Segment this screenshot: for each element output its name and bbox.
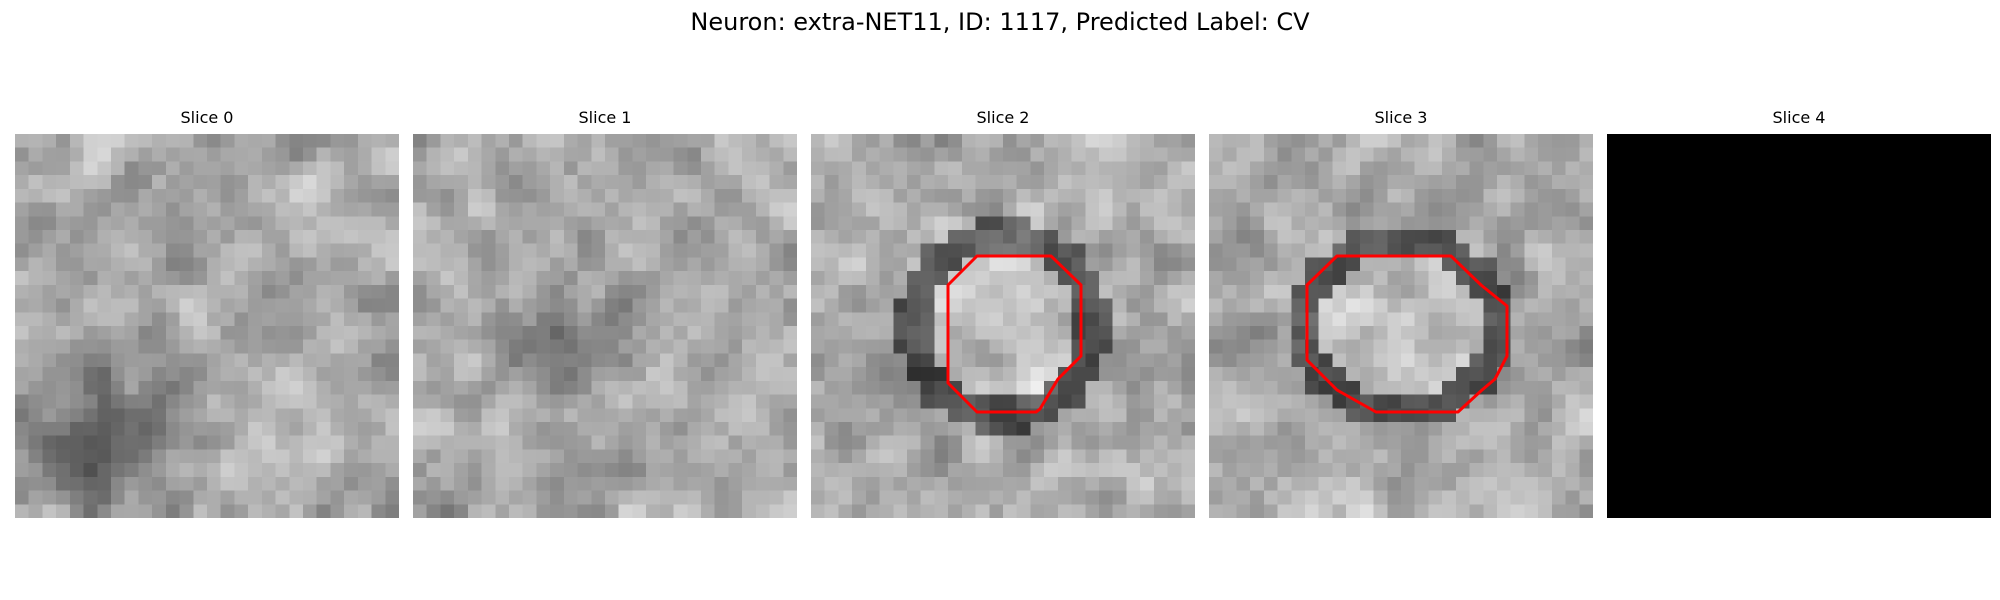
slice-panel-4: Slice 4 bbox=[1607, 108, 1991, 520]
slice-image-4 bbox=[1607, 134, 1991, 518]
slice-panel-0: Slice 0 bbox=[15, 108, 399, 520]
slice-title: Slice 3 bbox=[1374, 108, 1428, 127]
slice-image-0 bbox=[15, 134, 399, 518]
slice-image-3 bbox=[1209, 134, 1593, 518]
slice-title: Slice 1 bbox=[578, 108, 632, 127]
slice-panel-3: Slice 3 bbox=[1209, 108, 1593, 520]
slice-title: Slice 0 bbox=[180, 108, 234, 127]
slice-panel-1: Slice 1 bbox=[413, 108, 797, 520]
figure-title: Neuron: extra-NET11, ID: 1117, Predicted… bbox=[690, 8, 1310, 36]
slice-title: Slice 2 bbox=[976, 108, 1030, 127]
slice-title: Slice 4 bbox=[1772, 108, 1826, 127]
slice-image-2 bbox=[811, 134, 1195, 518]
slice-panel-2: Slice 2 bbox=[811, 108, 1195, 520]
slice-image-1 bbox=[413, 134, 797, 518]
